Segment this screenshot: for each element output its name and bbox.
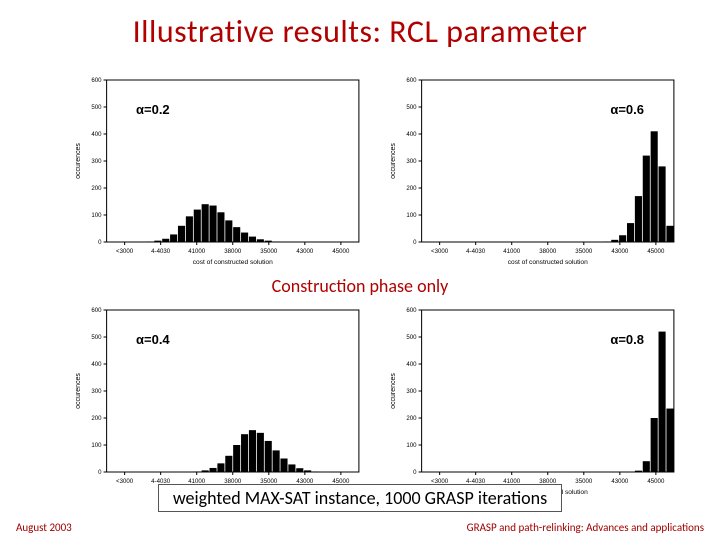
- svg-text:300: 300: [406, 159, 417, 165]
- svg-text:100: 100: [406, 443, 417, 449]
- chart-alpha-0.2: 0 100 200 300 400 500 600 occurences <3000 4-4030…: [70, 70, 365, 270]
- svg-text:0: 0: [98, 240, 102, 246]
- svg-text:41000: 41000: [188, 249, 206, 255]
- svg-text:cost of constructed solution: cost of constructed solution: [508, 259, 588, 266]
- svg-text:41000: 41000: [503, 249, 521, 255]
- chart-label: α=0.4: [136, 332, 170, 347]
- svg-text:cost of constructed solution: cost of constructed solution: [193, 259, 273, 266]
- svg-text:43000: 43000: [611, 249, 629, 255]
- svg-text:500: 500: [91, 335, 102, 341]
- svg-text:0: 0: [413, 470, 417, 476]
- chart-label: α=0.8: [610, 332, 644, 347]
- svg-text:100: 100: [91, 443, 102, 449]
- svg-text:600: 600: [406, 308, 417, 314]
- svg-text:300: 300: [91, 389, 102, 395]
- chart-alpha-0.8: 0100200300400500600occurences<30004-4030…: [385, 300, 680, 500]
- divider-caption: Construction phase only: [0, 275, 720, 297]
- svg-text:35000: 35000: [260, 249, 278, 255]
- svg-text:occurences: occurences: [75, 373, 82, 409]
- svg-text:200: 200: [91, 186, 102, 192]
- svg-text:500: 500: [91, 105, 102, 111]
- svg-text:35000: 35000: [575, 249, 593, 255]
- svg-text:500: 500: [406, 105, 417, 111]
- svg-text:400: 400: [91, 362, 102, 368]
- svg-text:43000: 43000: [296, 249, 314, 255]
- svg-text:<3000: <3000: [116, 249, 134, 255]
- svg-text:0: 0: [413, 240, 417, 246]
- svg-text:400: 400: [91, 132, 102, 138]
- chart-label: α=0.2: [136, 102, 170, 117]
- svg-text:45000: 45000: [332, 249, 350, 255]
- footer-left: August 2003: [16, 521, 72, 534]
- svg-text:300: 300: [91, 159, 102, 165]
- svg-text:400: 400: [406, 132, 417, 138]
- svg-text:100: 100: [406, 213, 417, 219]
- svg-text:200: 200: [406, 186, 417, 192]
- svg-text:4-4030: 4-4030: [466, 249, 486, 255]
- svg-text:occurences: occurences: [390, 373, 397, 409]
- chart-alpha-0.6: 0 100 200 300 400 500 600 occurences <3000 4-4030…: [385, 70, 680, 270]
- footer-right: GRASP and path-relinking: Advances and a…: [467, 521, 704, 534]
- svg-text:600: 600: [91, 308, 102, 314]
- svg-text:0: 0: [98, 470, 102, 476]
- svg-text:38000: 38000: [539, 249, 557, 255]
- svg-text:600: 600: [406, 78, 417, 84]
- svg-text:45000: 45000: [647, 249, 665, 255]
- bottom-note-text: weighted MAX-SAT instance, 1000 GRASP it…: [158, 484, 562, 512]
- svg-text:200: 200: [91, 416, 102, 422]
- chart-alpha-0.4: 0100200300400500600occurences<30004-4030…: [70, 300, 365, 500]
- bottom-note: weighted MAX-SAT instance, 1000 GRASP it…: [0, 484, 720, 512]
- svg-text:4-4030: 4-4030: [151, 249, 171, 255]
- svg-text:occurences: occurences: [390, 143, 397, 179]
- svg-text:occurences: occurences: [75, 143, 82, 179]
- svg-text:200: 200: [406, 416, 417, 422]
- svg-text:38000: 38000: [224, 249, 242, 255]
- slide-title: Illustrative results: RCL parameter: [0, 12, 720, 51]
- svg-text:300: 300: [406, 389, 417, 395]
- svg-text:<3000: <3000: [431, 249, 449, 255]
- svg-text:500: 500: [406, 335, 417, 341]
- svg-text:100: 100: [91, 213, 102, 219]
- chart-label: α=0.6: [610, 102, 644, 117]
- svg-text:600: 600: [91, 78, 102, 84]
- svg-text:400: 400: [406, 362, 417, 368]
